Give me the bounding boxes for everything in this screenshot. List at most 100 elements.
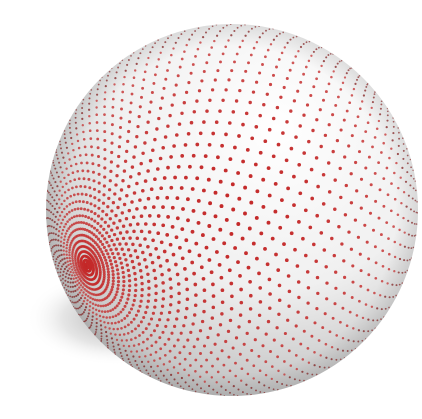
surface-dot [104,304,108,307]
surface-dot [263,384,266,387]
surface-dot [124,242,128,246]
surface-dot [412,177,415,180]
surface-dot [106,281,110,284]
surface-dot [59,166,62,169]
surface-dot [84,193,88,197]
surface-dot [126,248,131,252]
surface-dot [137,367,140,369]
surface-dot [224,388,227,392]
surface-dot [83,207,87,211]
surface-dot [293,247,297,252]
surface-dot [141,86,145,90]
surface-dot [47,217,50,220]
surface-dot [97,304,100,307]
surface-dot [213,39,216,43]
surface-dot [200,79,204,83]
surface-dot [50,184,52,187]
surface-dot [330,236,334,241]
surface-dot [50,247,53,250]
surface-dot [285,214,290,219]
surface-dot [114,321,117,325]
surface-dot [111,114,115,118]
surface-dot [88,230,91,233]
surface-dot [315,77,318,81]
surface-dot [88,121,91,125]
surface-dot [318,46,320,49]
surface-dot [175,196,180,200]
surface-dot [166,124,170,128]
surface-dot [67,290,70,293]
surface-dot [139,52,142,55]
surface-dot [96,237,101,241]
surface-dot [67,294,69,296]
surface-dot [130,364,132,366]
surface-dot [190,187,195,191]
surface-dot [65,250,68,253]
surface-dot [197,27,200,30]
surface-dot [364,166,368,170]
surface-dot [69,281,72,284]
surface-dot [155,167,160,171]
surface-dot [116,252,120,256]
surface-dot [349,172,353,176]
surface-dot [121,292,125,296]
surface-dot [118,135,122,139]
surface-dot [404,271,407,274]
surface-dot [73,295,76,298]
surface-dot [398,137,401,140]
surface-dot [48,180,50,183]
surface-dot [285,77,289,80]
surface-dot [205,370,208,374]
surface-dot [410,174,413,177]
surface-dot [60,194,64,197]
surface-dot [281,383,284,385]
surface-dot [135,62,138,66]
surface-dot [63,267,66,271]
surface-dot [127,345,131,348]
surface-dot [62,245,65,248]
surface-dot [264,373,268,377]
surface-dot [125,149,129,154]
surface-dot [134,327,137,331]
surface-dot [282,31,285,34]
surface-dot [128,284,132,288]
surface-dot [194,390,197,393]
surface-dot [110,123,114,127]
surface-dot [78,299,81,302]
surface-dot [331,316,335,320]
surface-dot [287,289,292,294]
surface-dot [137,343,141,346]
surface-dot [122,252,126,257]
surface-dot [412,187,415,190]
surface-dot [103,237,107,241]
surface-dot [106,338,109,341]
surface-dot [200,387,202,390]
surface-dot [105,79,108,82]
surface-dot [322,98,325,102]
surface-dot [201,188,206,193]
surface-dot [227,268,232,273]
surface-dot [341,306,345,310]
surface-dot [130,259,135,264]
surface-dot [190,260,195,265]
surface-dot [237,325,241,329]
surface-dot [89,300,92,304]
surface-dot [48,241,51,244]
surface-dot [100,332,103,335]
surface-dot [97,309,101,313]
surface-dot [116,276,120,280]
surface-dot [345,324,349,328]
surface-dot [95,313,98,316]
surface-dot [161,297,165,301]
surface-dot [99,258,103,262]
surface-dot [254,26,257,28]
surface-dot [404,180,408,183]
surface-dot [77,177,81,181]
surface-dot [102,315,105,319]
surface-dot [174,262,178,267]
surface-dot [141,330,145,334]
surface-dot [409,258,411,261]
surface-dot [52,177,55,180]
surface-dot [343,275,347,279]
surface-dot [182,387,185,390]
